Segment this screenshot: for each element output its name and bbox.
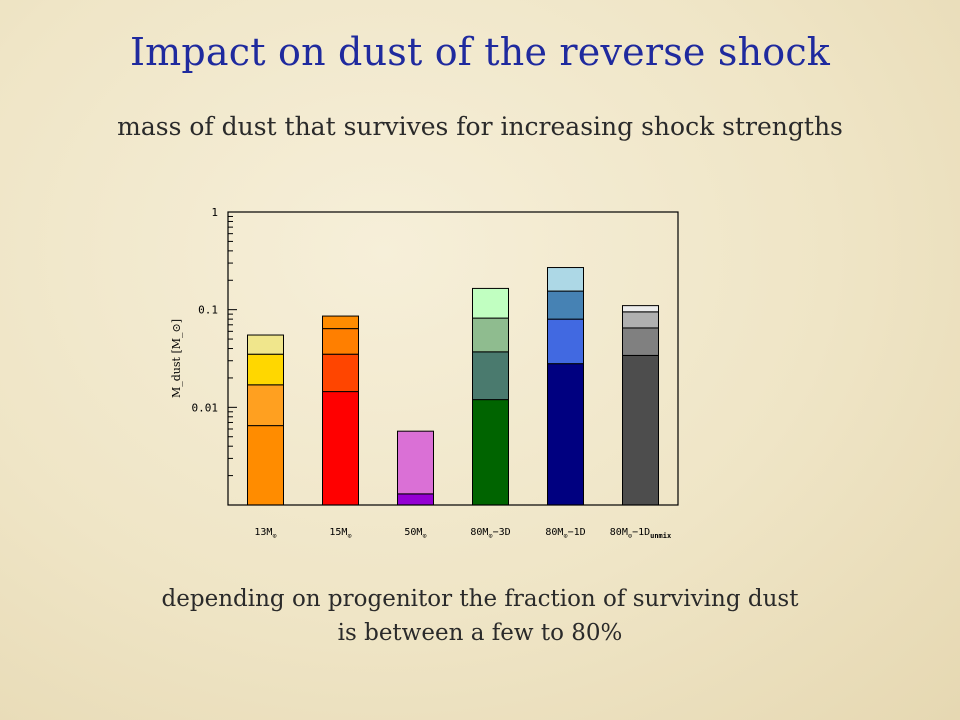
bar-3-segment-1: [397, 493, 434, 506]
bar-4-segment-3: [472, 317, 509, 353]
bar-4-segment-2: [472, 351, 509, 401]
bar-6-segment-2: [622, 327, 659, 356]
caption: depending on progenitor the fraction of …: [80, 582, 880, 650]
bar-6-segment-4: [622, 305, 659, 313]
bar-6-segment-3: [622, 311, 659, 329]
bar-1-segment-3: [247, 353, 284, 386]
bar-2-segment-1: [322, 391, 359, 506]
bar-6-segment-1: [622, 354, 659, 506]
bar-5-segment-4: [547, 267, 584, 292]
bar-3-segment-2: [397, 430, 434, 495]
x-tick-label: 80M⊙−1D: [545, 527, 585, 540]
bar-2-segment-4: [322, 315, 359, 330]
y-tick-label: 0.1: [198, 304, 218, 317]
stacked-bar-chart: 0.01 0.1 1 M_dust [M_⊙] 13M⊙ 15M⊙ 50M⊙ 80M⊙−3D 8…: [150, 195, 710, 555]
bar-2-segment-2: [322, 353, 359, 393]
bar-1-segment-2: [247, 384, 284, 427]
bar-2-segment-3: [322, 328, 359, 355]
x-tick-label: 13M⊙: [254, 527, 276, 540]
bar-4-segment-4: [472, 287, 509, 319]
bar-5-segment-3: [547, 290, 584, 320]
x-tick-label: 15M⊙: [329, 527, 351, 540]
x-tick-label: 80M⊙−1Dunmix: [610, 527, 672, 540]
plot-frame: [227, 211, 679, 506]
caption-line-1: depending on progenitor the fraction of …: [161, 586, 799, 612]
chart-svg: 0.01 0.1 1 M_dust [M_⊙] 13M⊙ 15M⊙ 50M⊙ 80M⊙−3D 8…: [170, 206, 679, 540]
slide-subtitle: mass of dust that survives for increasin…: [117, 112, 843, 141]
y-axis-label: M_dust [M_⊙]: [170, 319, 183, 398]
bar-5-segment-1: [547, 363, 584, 506]
y-tick-label: 1: [211, 206, 218, 219]
y-tick-label: 0.01: [192, 401, 219, 414]
caption-line-2: is between a few to 80%: [337, 620, 623, 646]
bar-5-segment-2: [547, 318, 584, 365]
slide-title: Impact on dust of the reverse shock: [129, 30, 831, 74]
bar-1-segment-4: [247, 334, 284, 355]
x-tick-label: 80M⊙−3D: [470, 527, 510, 540]
bar-4-segment-1: [472, 399, 509, 506]
x-tick-label: 50M⊙: [404, 527, 426, 540]
bar-1-segment-1: [247, 425, 284, 506]
